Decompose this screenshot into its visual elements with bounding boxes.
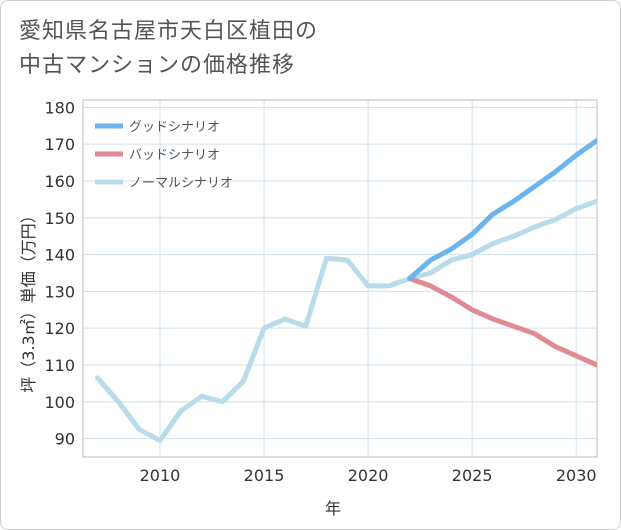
series-line-good: [407, 138, 597, 281]
plot-area: [82, 99, 598, 458]
y-tick-label: 160: [44, 172, 75, 191]
legend-label: バッドシナリオ: [129, 148, 220, 163]
y-tick-label: 100: [44, 393, 75, 412]
x-tick-label: 2020: [348, 466, 389, 485]
x-tick-labels: 2010 2015 2020 2025 2030: [140, 466, 597, 485]
y-grid: [83, 106, 597, 440]
y-tick-label: 150: [44, 209, 75, 228]
series-line-bad: [407, 276, 597, 368]
y-tick-label: 90: [55, 430, 75, 449]
y-tick-label: 110: [44, 356, 75, 375]
x-axis-title: 年: [325, 499, 341, 518]
y-axis-title: 坪（3.3㎡）単価（万円）: [19, 207, 38, 392]
y-tick-label: 120: [44, 319, 75, 338]
x-grid: [159, 100, 577, 457]
y-tick-label: 130: [44, 282, 75, 301]
x-tick-label: 2025: [452, 466, 493, 485]
x-tick-label: 2030: [556, 466, 597, 485]
chart-title-line1: 愛知県名古屋市天白区植田の: [19, 19, 319, 44]
y-tick-labels: 90 100 110 120 130 140 150 160 170 180: [44, 98, 75, 448]
chart-title: 愛知県名古屋市天白区植田の 中古マンションの価格推移: [19, 15, 579, 83]
y-tick-label: 180: [44, 98, 75, 117]
legend-label: グッドシナリオ: [129, 120, 220, 135]
y-tick-label: 170: [44, 135, 75, 154]
x-tick-label: 2010: [140, 466, 181, 485]
y-tick-label: 140: [44, 246, 75, 265]
series-layer: [95, 138, 597, 443]
x-tick-label: 2015: [244, 466, 285, 485]
legend-label: ノーマルシナリオ: [129, 176, 233, 191]
series-line-normal: [95, 198, 597, 443]
chart-title-line2: 中古マンションの価格推移: [19, 53, 296, 78]
